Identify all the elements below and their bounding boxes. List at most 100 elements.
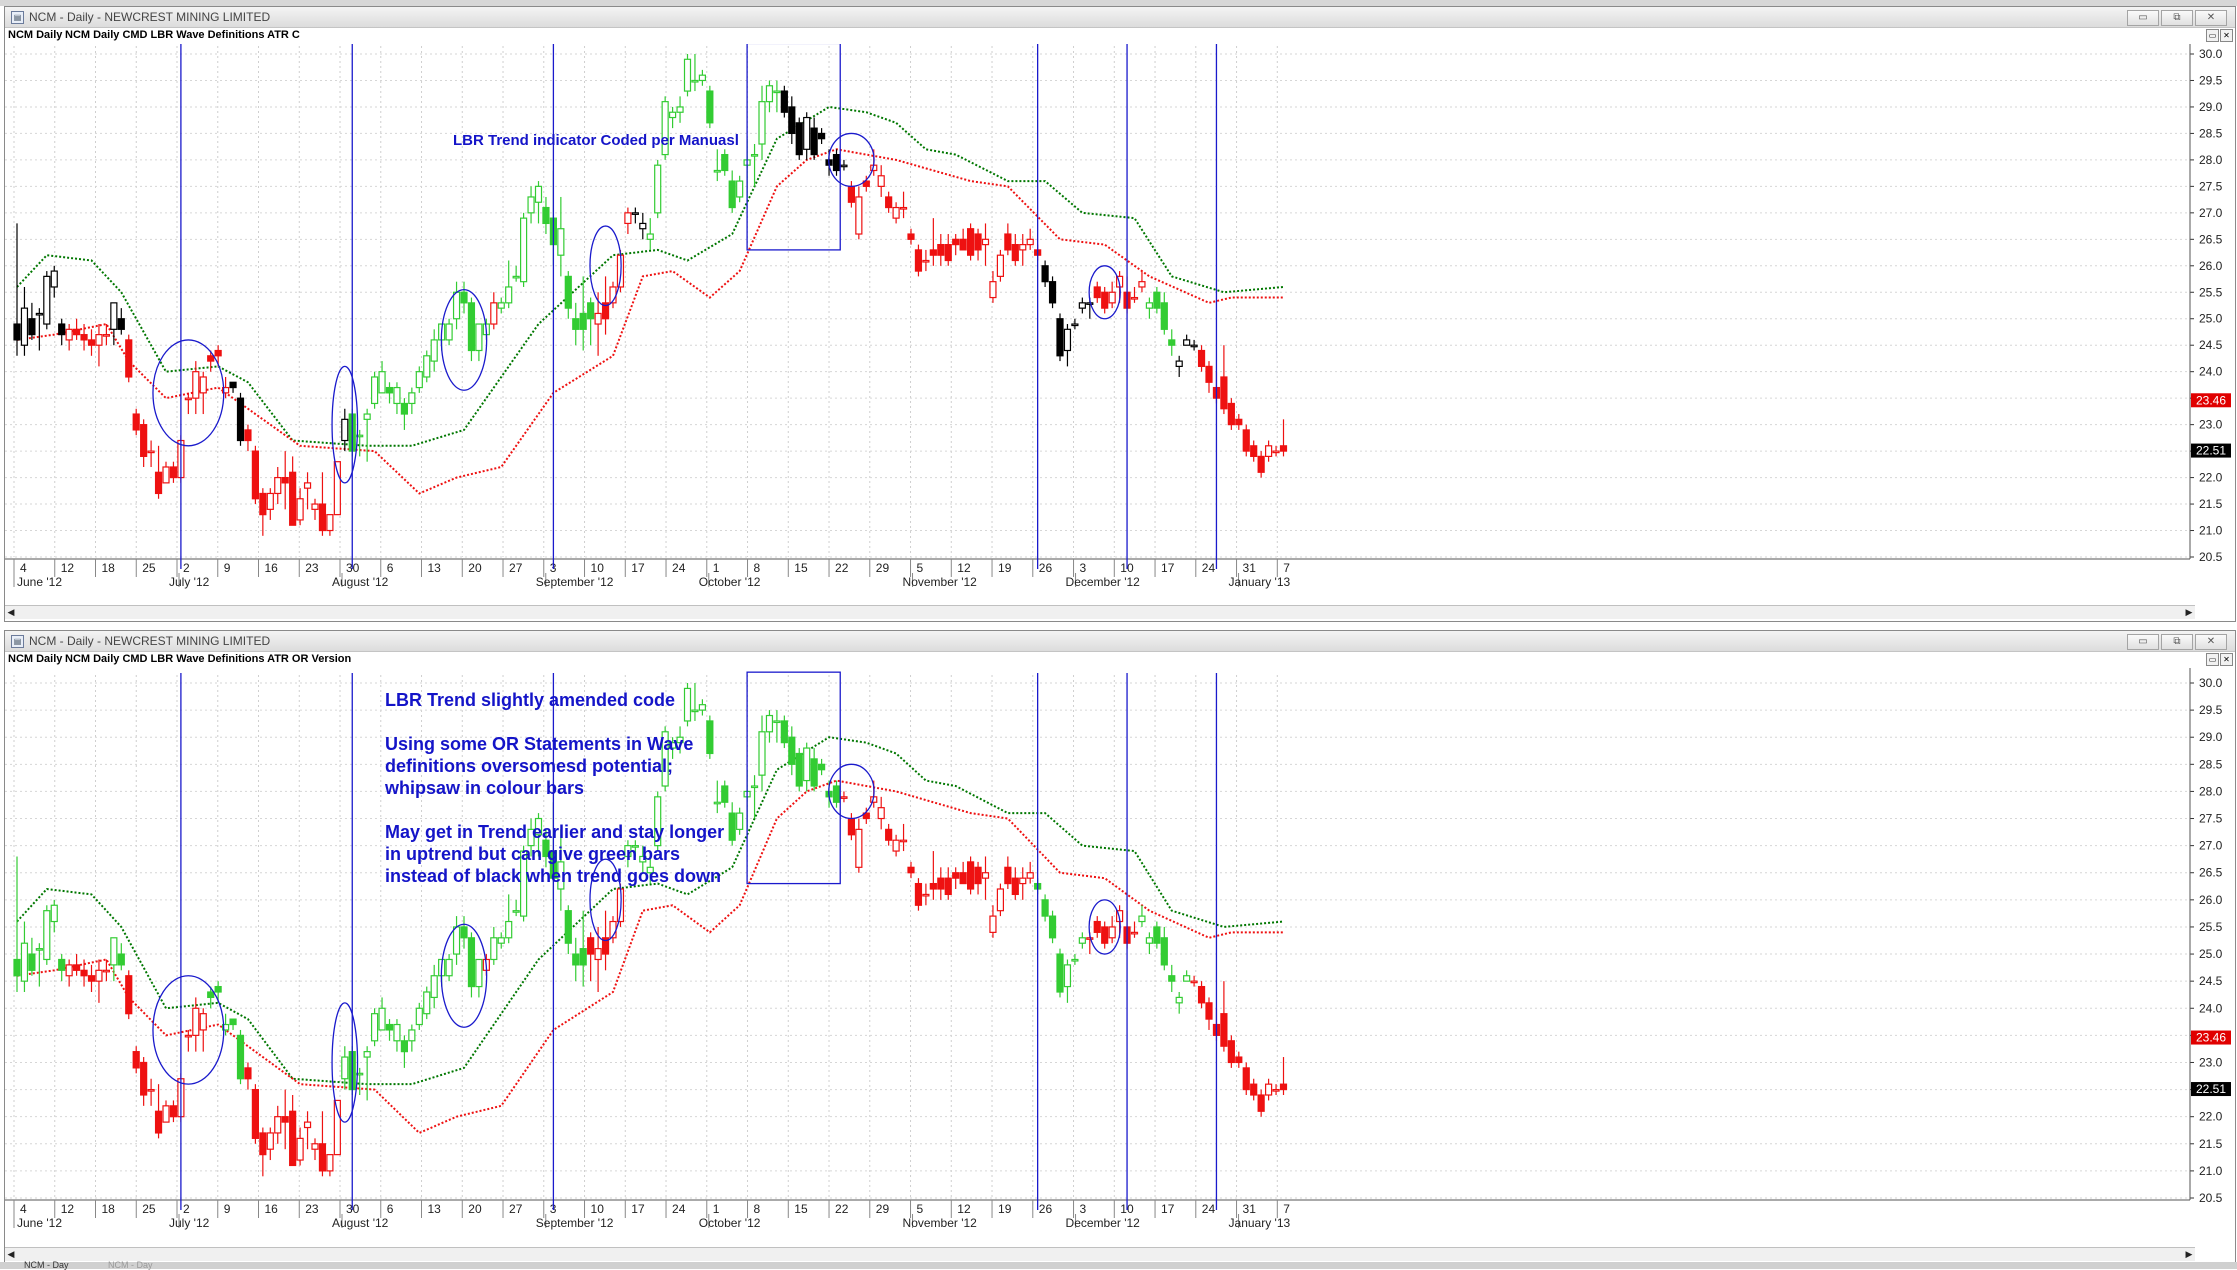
candle [1168, 329, 1176, 356]
candle [430, 964, 438, 1009]
candle [1160, 926, 1168, 971]
candle [35, 943, 43, 987]
candle-body [13, 958, 21, 977]
candle [721, 149, 729, 176]
candle [862, 175, 870, 192]
candle-body [184, 1034, 192, 1038]
candle-body [683, 687, 692, 722]
candle [72, 318, 81, 340]
horizontal-scrollbar[interactable]: ◀ ▶ [5, 605, 2195, 619]
scroll-right-icon[interactable]: ▶ [2185, 607, 2193, 617]
candle [668, 737, 677, 759]
scroll-left-icon[interactable]: ◀ [7, 1249, 15, 1259]
taskbar-tab[interactable]: NCM - Day [24, 1260, 69, 1270]
candle-body [564, 910, 572, 944]
x-tick-label: 27 [509, 1202, 523, 1216]
close-button[interactable]: ✕ [2195, 634, 2227, 650]
last-price-label: 22.51 [2196, 1082, 2226, 1096]
candle-body [378, 1007, 386, 1031]
pane-restore-icon[interactable]: ▭ [2206, 29, 2219, 42]
price-chart[interactable]: 20.521.021.522.022.523.023.524.024.525.0… [5, 668, 2235, 1243]
candle [1130, 921, 1139, 938]
candle-body [780, 90, 788, 113]
candle-body [1272, 1088, 1280, 1092]
candle-body [1145, 302, 1154, 309]
candle-body [393, 386, 401, 405]
candle [1004, 856, 1012, 889]
candle [1197, 345, 1206, 372]
x-tick-label: 13 [428, 561, 442, 575]
candle [959, 861, 967, 885]
candle-body [1019, 244, 1027, 251]
candle [914, 878, 923, 911]
candle-body [1227, 1040, 1235, 1064]
candle [1145, 297, 1154, 319]
candle [363, 408, 371, 462]
candle [780, 715, 788, 749]
x-tick-label: 24 [672, 561, 686, 575]
candle [1026, 228, 1034, 250]
close-button[interactable]: ✕ [2195, 10, 2227, 26]
candle-body [795, 752, 803, 787]
candle [43, 271, 51, 330]
price-chart[interactable]: 20.521.021.522.022.523.023.524.024.525.0… [5, 44, 2235, 619]
candle [102, 959, 111, 982]
scroll-left-icon[interactable]: ◀ [7, 607, 15, 617]
window-title-bar[interactable]: ▤ NCM - Daily - NEWCREST MINING LIMITED … [5, 7, 2235, 28]
pane-close-icon[interactable]: ✕ [2220, 29, 2233, 42]
x-tick-label: 10 [591, 561, 605, 575]
x-tick-label: 3 [1080, 561, 1087, 575]
chart-window-top[interactable]: ▤ NCM - Daily - NEWCREST MINING LIMITED … [4, 6, 2236, 622]
candle-body [914, 249, 923, 272]
minimize-button[interactable]: ▭ [2127, 10, 2159, 26]
candle [236, 392, 245, 446]
candle [981, 856, 990, 900]
scroll-right-icon[interactable]: ▶ [2185, 1249, 2193, 1259]
candle [50, 899, 58, 933]
candle-body [654, 164, 662, 214]
candle [274, 466, 282, 505]
month-label: August '12 [332, 1216, 389, 1230]
x-tick-label: 25 [142, 1202, 156, 1216]
candle [140, 419, 148, 467]
annotation-ellipse [152, 339, 225, 447]
candle-body [572, 318, 580, 330]
restore-button[interactable]: ⧉ [2161, 10, 2193, 26]
taskbar-tab[interactable]: NCM - Day [108, 1260, 153, 1270]
annotation-ellipse [1088, 899, 1121, 955]
candle-body [512, 910, 520, 913]
candle [1101, 921, 1109, 949]
horizontal-scrollbar[interactable]: ◀ ▶ [5, 1247, 2195, 1261]
x-tick-label: 6 [387, 561, 394, 575]
candle [1272, 445, 1280, 457]
candle-body [974, 866, 982, 885]
pane-close-icon[interactable]: ✕ [2220, 653, 2233, 666]
chart-window-bottom[interactable]: ▤ NCM - Daily - NEWCREST MINING LIMITED … [4, 630, 2236, 1264]
minimize-button[interactable]: ▭ [2127, 634, 2159, 650]
y-tick-label: 28.5 [2199, 126, 2223, 140]
pane-restore-icon[interactable]: ▭ [2206, 653, 2219, 666]
window-title-bar[interactable]: ▤ NCM - Daily - NEWCREST MINING LIMITED … [5, 631, 2235, 652]
candle-body [1056, 953, 1064, 993]
candle-body [452, 926, 461, 955]
candle [885, 191, 893, 213]
candle [966, 856, 975, 895]
candle-body [788, 106, 796, 135]
x-tick-label: 19 [998, 561, 1012, 575]
candle [311, 1138, 319, 1161]
candle-body [1205, 1002, 1213, 1020]
candle-body [154, 471, 163, 495]
candle [803, 112, 811, 160]
candle-body [862, 812, 870, 820]
candle [765, 710, 774, 743]
candle-body [28, 318, 36, 336]
candle [385, 1019, 394, 1041]
candle-body [907, 233, 915, 240]
candle-body [117, 953, 125, 966]
restore-button[interactable]: ⧉ [2161, 634, 2193, 650]
candle-body [1026, 238, 1034, 246]
x-tick-label: 29 [876, 1202, 890, 1216]
candle [1250, 440, 1258, 462]
candle [579, 910, 587, 987]
month-label: August '12 [332, 575, 389, 589]
